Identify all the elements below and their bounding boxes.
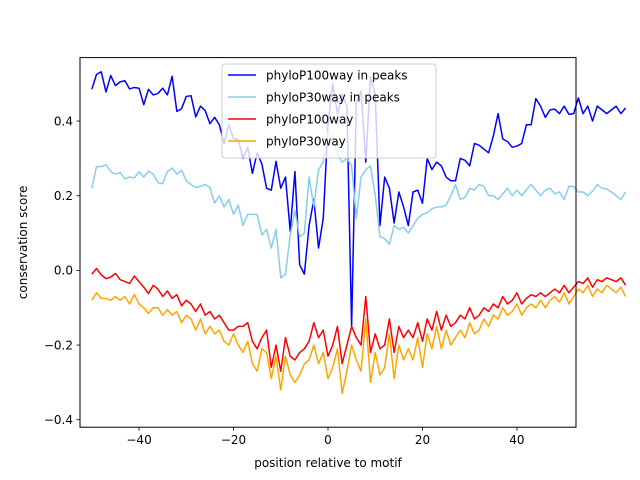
legend-label-2: phyloP100way <box>266 112 353 126</box>
x-axis-label: position relative to motif <box>254 456 402 470</box>
x-tick-label: 0 <box>324 433 332 447</box>
x-axis: −40 −20 0 20 40 <box>126 427 525 447</box>
legend-label-1: phyloP30way in peaks <box>266 90 400 104</box>
y-tick-label: 0.2 <box>54 189 73 203</box>
y-axis-label: conservation score <box>16 186 30 300</box>
y-axis: −0.4 −0.2 0.0 0.2 0.4 <box>44 114 80 427</box>
legend-label-3: phyloP30way <box>266 134 346 148</box>
x-tick-label: 20 <box>415 433 430 447</box>
y-tick-label: 0.0 <box>54 264 73 278</box>
y-tick-label: 0.4 <box>54 114 73 128</box>
series-layer <box>91 71 627 395</box>
x-tick-label: 40 <box>509 433 524 447</box>
legend-box <box>221 63 437 159</box>
y-tick-label: −0.4 <box>44 413 73 427</box>
x-tick-label: −40 <box>126 433 151 447</box>
y-tick-label: −0.2 <box>44 338 73 352</box>
legend: phyloP100way in peaks phyloP30way in peak… <box>221 63 437 159</box>
series-line-2 <box>91 267 627 372</box>
series-line-3 <box>91 284 627 395</box>
x-tick-label: −20 <box>221 433 246 447</box>
legend-label-0: phyloP100way in peaks <box>266 68 408 82</box>
series-line-1 <box>91 131 627 279</box>
